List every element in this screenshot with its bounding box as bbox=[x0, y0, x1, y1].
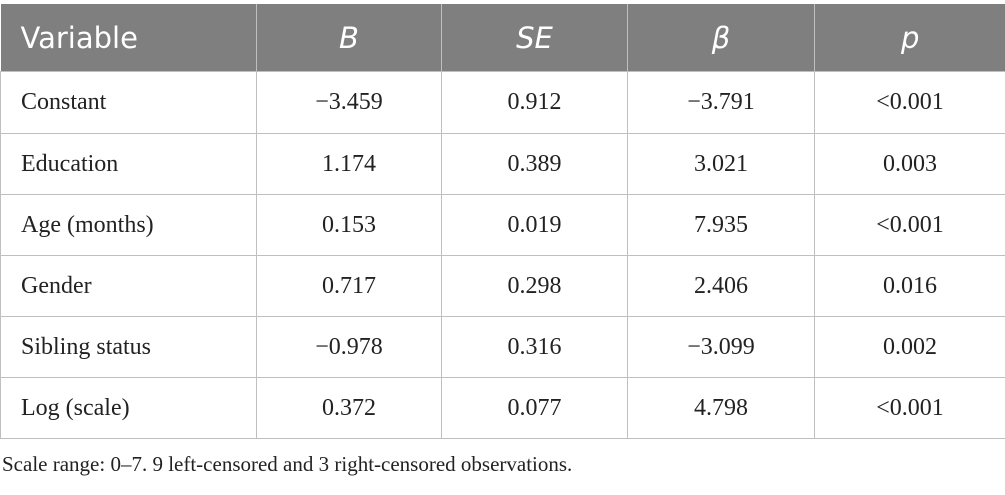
header-p: p bbox=[814, 4, 1005, 72]
cell-beta: 2.406 bbox=[627, 255, 815, 317]
cell-beta: −3.791 bbox=[627, 71, 815, 134]
table-row: Education 1.174 0.389 3.021 0.003 bbox=[0, 133, 1005, 195]
cell-variable: Age (months) bbox=[0, 194, 257, 256]
cell-variable: Education bbox=[0, 133, 257, 195]
header-row: Variable B SE β p bbox=[0, 4, 1005, 72]
cell-se: 0.077 bbox=[441, 377, 628, 439]
cell-b: −0.978 bbox=[256, 316, 442, 378]
table-body: Constant −3.459 0.912 −3.791 <0.001 Educ… bbox=[0, 71, 1005, 439]
cell-variable: Gender bbox=[0, 255, 257, 317]
cell-p: 0.002 bbox=[814, 316, 1005, 378]
cell-p: <0.001 bbox=[814, 377, 1005, 439]
cell-b: −3.459 bbox=[256, 71, 442, 134]
cell-b: 0.372 bbox=[256, 377, 442, 439]
header-se: SE bbox=[441, 4, 628, 72]
cell-se: 0.912 bbox=[441, 71, 628, 134]
table-row: Age (months) 0.153 0.019 7.935 <0.001 bbox=[0, 194, 1005, 256]
cell-se: 0.019 bbox=[441, 194, 628, 256]
cell-variable: Log (scale) bbox=[0, 377, 257, 439]
table-row: Constant −3.459 0.912 −3.791 <0.001 bbox=[0, 71, 1005, 134]
cell-beta: 7.935 bbox=[627, 194, 815, 256]
cell-p: <0.001 bbox=[814, 71, 1005, 134]
cell-se: 0.389 bbox=[441, 133, 628, 195]
cell-b: 0.717 bbox=[256, 255, 442, 317]
header-variable: Variable bbox=[0, 4, 257, 72]
cell-b: 1.174 bbox=[256, 133, 442, 195]
cell-beta: 4.798 bbox=[627, 377, 815, 439]
header-b: B bbox=[256, 4, 442, 72]
header-beta: β bbox=[627, 4, 815, 72]
regression-table: Variable B SE β p Constant −3.459 0.912 … bbox=[0, 4, 1005, 439]
cell-beta: 3.021 bbox=[627, 133, 815, 195]
cell-se: 0.298 bbox=[441, 255, 628, 317]
table-row: Log (scale) 0.372 0.077 4.798 <0.001 bbox=[0, 377, 1005, 439]
cell-p: 0.003 bbox=[814, 133, 1005, 195]
cell-se: 0.316 bbox=[441, 316, 628, 378]
table-row: Gender 0.717 0.298 2.406 0.016 bbox=[0, 255, 1005, 317]
cell-p: 0.016 bbox=[814, 255, 1005, 317]
table-header: Variable B SE β p bbox=[0, 4, 1005, 72]
cell-p: <0.001 bbox=[814, 194, 1005, 256]
cell-beta: −3.099 bbox=[627, 316, 815, 378]
table-footnote: Scale range: 0–7. 9 left-censored and 3 … bbox=[2, 452, 573, 476]
cell-variable: Constant bbox=[0, 71, 257, 134]
regression-table-container: Variable B SE β p Constant −3.459 0.912 … bbox=[0, 4, 1005, 439]
table-row: Sibling status −0.978 0.316 −3.099 0.002 bbox=[0, 316, 1005, 378]
cell-variable: Sibling status bbox=[0, 316, 257, 378]
cell-b: 0.153 bbox=[256, 194, 442, 256]
